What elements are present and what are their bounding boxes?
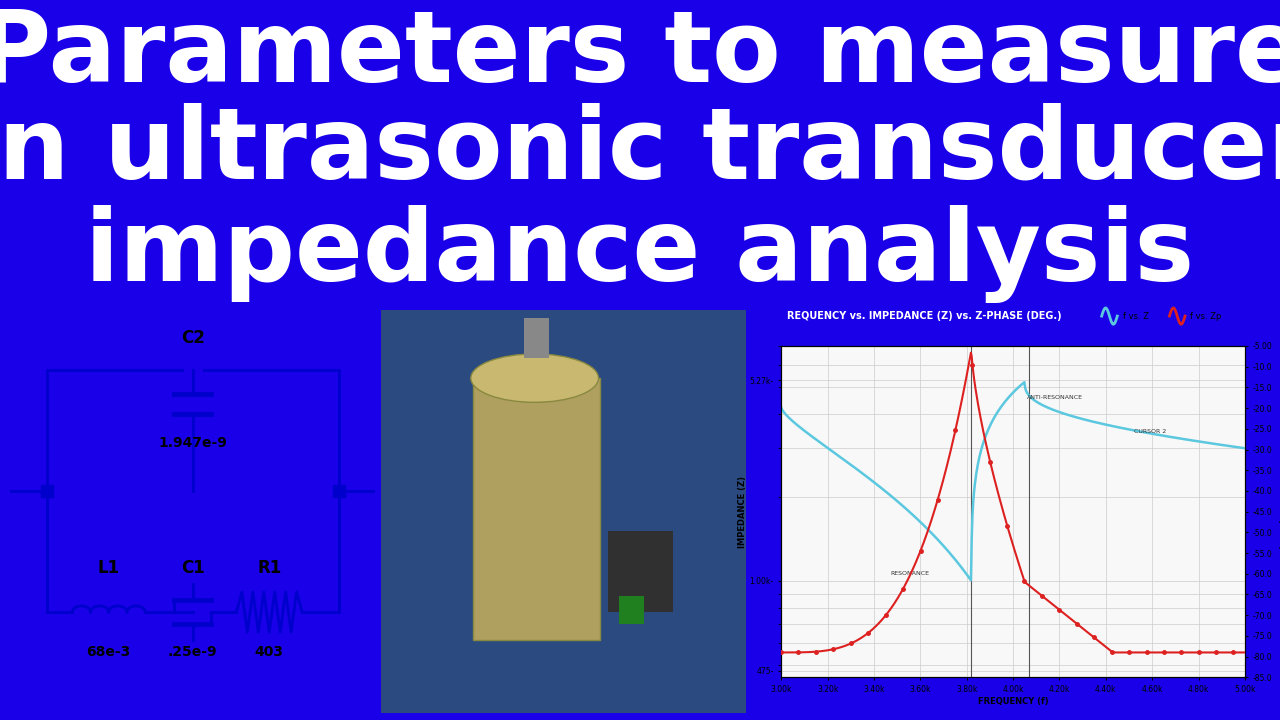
Text: Parameters to measure: Parameters to measure [0, 6, 1280, 103]
Ellipse shape [471, 354, 599, 402]
Text: REQUENCY vs. IMPEDANCE (Z) vs. Z-PHASE (DEG.): REQUENCY vs. IMPEDANCE (Z) vs. Z-PHASE (… [787, 311, 1062, 321]
Bar [618, 596, 644, 624]
Text: C1: C1 [180, 559, 205, 577]
Text: RESONANCE: RESONANCE [891, 571, 929, 576]
Y-axis label: Z-PHASE (DEG.): Z-PHASE (DEG.) [1277, 474, 1280, 549]
Text: 1.947e-9: 1.947e-9 [159, 436, 227, 450]
Text: impedance analysis: impedance analysis [86, 205, 1194, 303]
Text: ANTI-RESONANCE: ANTI-RESONANCE [1027, 395, 1083, 400]
Text: in ultrasonic transducer: in ultrasonic transducer [0, 103, 1280, 199]
Text: L1: L1 [97, 559, 120, 577]
Text: 68e-3: 68e-3 [87, 645, 131, 660]
Bar [524, 318, 549, 358]
X-axis label: FREQUENCY (f): FREQUENCY (f) [978, 697, 1048, 706]
Bar [472, 378, 600, 640]
Text: C2: C2 [180, 329, 205, 347]
Text: CURSOR 2: CURSOR 2 [1134, 429, 1166, 434]
Text: .25e-9: .25e-9 [168, 645, 218, 660]
Bar [608, 531, 673, 612]
Text: f vs. Zp: f vs. Zp [1190, 312, 1221, 320]
Text: R1: R1 [257, 559, 282, 577]
Y-axis label: IMPEDANCE (Z): IMPEDANCE (Z) [737, 476, 746, 548]
Text: f vs. Z: f vs. Z [1123, 312, 1148, 320]
Text: 403: 403 [255, 645, 284, 660]
